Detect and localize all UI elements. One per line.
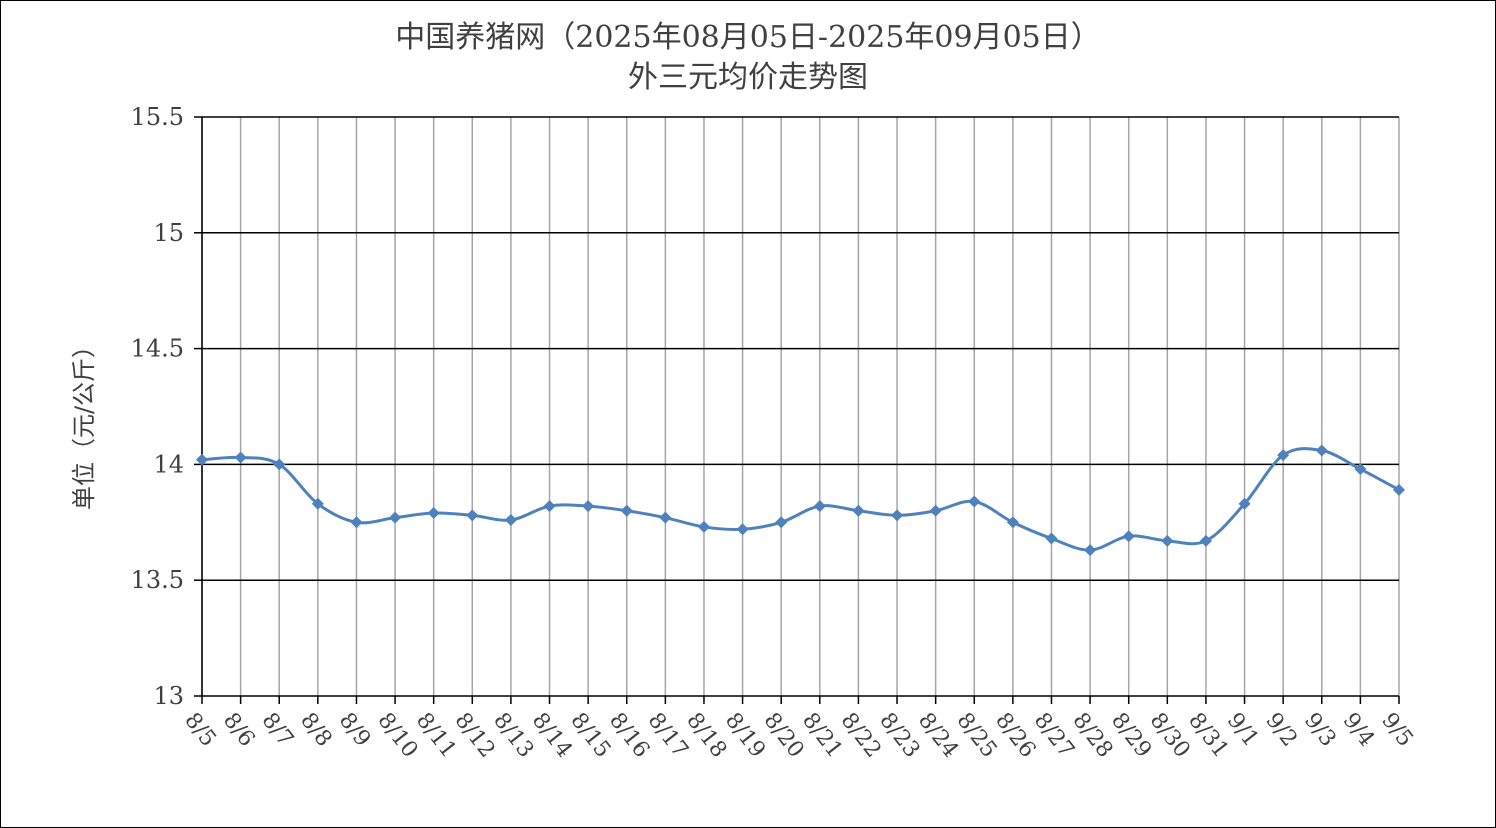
data-point	[813, 500, 826, 513]
y-tick-label: 14.5	[131, 335, 184, 363]
data-point	[620, 504, 633, 517]
chart-title-line1: 中国养猪网（2025年08月05日-2025年09月05日）	[395, 20, 1101, 55]
data-point	[1084, 544, 1097, 557]
data-point	[427, 507, 440, 520]
y-axis-label: 单位（元/公斤）	[70, 334, 98, 510]
vertical-gridlines	[201, 117, 1400, 696]
x-tick-label: 8/5	[179, 708, 220, 751]
data-point	[1122, 530, 1135, 543]
data-point	[1006, 516, 1019, 529]
x-tick-label: 9/5	[1376, 708, 1417, 751]
x-tick-label: 9/3	[1299, 708, 1340, 751]
x-tick-label: 8/23	[874, 708, 924, 762]
y-tick-label: 13	[153, 682, 184, 710]
chart-title-line2: 外三元均价走势图	[628, 60, 868, 95]
x-tick-label: 8/30	[1145, 708, 1195, 762]
x-tick-label: 8/15	[565, 708, 615, 762]
x-tick-label: 8/18	[681, 708, 731, 762]
data-point	[311, 497, 324, 510]
data-point	[1354, 463, 1367, 476]
x-tick-label: 8/29	[1106, 708, 1156, 762]
data-point	[350, 516, 363, 529]
y-tick-label: 14	[153, 450, 184, 478]
data-point	[504, 513, 517, 526]
x-tick-label: 8/10	[372, 708, 422, 762]
data-point	[891, 509, 904, 522]
x-tick-label: 8/24	[913, 708, 963, 762]
x-tick-label: 8/14	[527, 708, 577, 762]
x-tick-label: 9/2	[1260, 708, 1301, 751]
x-tick-label: 8/13	[488, 708, 538, 762]
data-point	[582, 500, 595, 513]
data-point	[697, 520, 710, 533]
x-tick-label: 8/28	[1067, 708, 1117, 762]
series-group	[196, 444, 1405, 557]
data-point	[389, 511, 402, 524]
data-point	[1161, 534, 1174, 547]
data-point	[466, 509, 479, 522]
x-tick-label: 8/22	[836, 708, 886, 762]
x-tick-labels: 8/58/68/78/88/98/108/118/128/138/148/158…	[179, 696, 1418, 763]
x-tick-label: 8/16	[604, 708, 654, 762]
x-tick-label: 8/8	[295, 708, 336, 751]
data-point	[659, 511, 672, 524]
x-tick-label: 8/27	[1029, 708, 1079, 762]
data-point	[1238, 497, 1251, 510]
data-point	[929, 504, 942, 517]
y-tick-label: 15.5	[131, 103, 184, 131]
data-point	[273, 458, 286, 471]
horizontal-gridlines	[194, 116, 1399, 697]
x-tick-label: 8/21	[797, 708, 847, 762]
data-point	[736, 523, 749, 536]
data-point	[1199, 534, 1212, 547]
data-point	[1277, 449, 1290, 462]
x-tick-label: 8/25	[952, 708, 1002, 762]
x-tick-label: 8/19	[720, 708, 770, 762]
data-point	[1315, 444, 1328, 457]
data-point	[1045, 532, 1058, 545]
data-point	[196, 453, 208, 466]
x-tick-label: 9/4	[1338, 708, 1379, 751]
x-tick-label: 8/31	[1183, 708, 1233, 762]
data-point	[234, 451, 247, 464]
y-tick-labels: 13 13.5 14 14.5 15 15.5	[131, 103, 184, 710]
y-tick-label: 15	[153, 219, 184, 247]
data-point	[852, 504, 865, 517]
data-point	[968, 495, 981, 508]
x-tick-label: 8/12	[450, 708, 500, 762]
data-point	[543, 500, 556, 513]
x-tick-label: 8/26	[990, 708, 1040, 762]
x-tick-label: 8/9	[334, 708, 375, 751]
x-tick-label: 8/20	[758, 708, 808, 762]
x-tick-label: 8/11	[411, 708, 461, 762]
y-tick-label: 13.5	[131, 566, 184, 594]
x-tick-label: 8/7	[256, 708, 297, 751]
x-tick-label: 8/6	[218, 708, 259, 751]
x-tick-label: 8/17	[643, 708, 693, 762]
data-point	[1393, 483, 1405, 496]
data-point	[775, 516, 788, 529]
